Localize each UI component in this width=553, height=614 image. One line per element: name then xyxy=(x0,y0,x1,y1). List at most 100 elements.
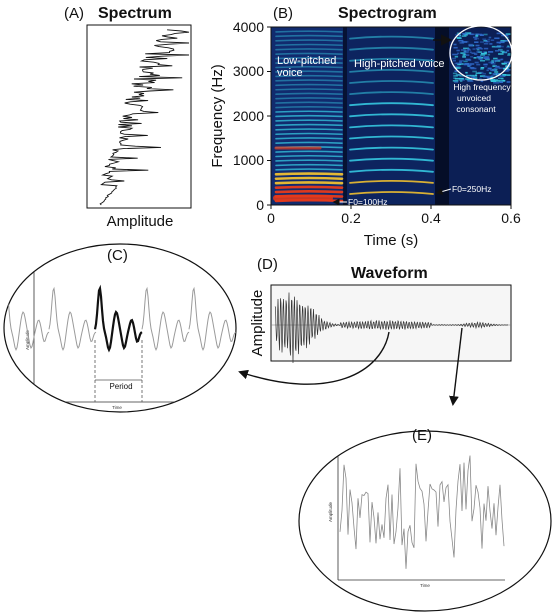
consonant-noise-cell xyxy=(452,53,458,56)
panel-c-trace xyxy=(4,284,236,353)
panel-e-zoom-consonant: (E) Amplitude Time xyxy=(298,427,552,612)
consonant-noise-cell xyxy=(463,47,469,50)
consonant-noise-cell xyxy=(499,75,506,77)
consonant-noise-cell xyxy=(488,51,494,53)
consonant-noise-cell xyxy=(495,45,501,48)
consonant-noise-cell xyxy=(476,56,482,58)
consonant-noise-cell xyxy=(479,41,484,43)
consonant-noise-cell xyxy=(452,59,456,62)
waveform-trace xyxy=(274,292,509,364)
consonant-noise-cell xyxy=(479,59,485,62)
spectrogram-harmonic xyxy=(349,102,434,107)
consonant-noise-cell xyxy=(493,78,498,81)
spectrogram-harmonic xyxy=(273,194,333,201)
spectrogram-harmonic xyxy=(349,180,434,184)
spectrogram-harmonic xyxy=(275,97,343,100)
consonant-noise-cell xyxy=(478,58,483,60)
spectrogram-harmonic xyxy=(275,43,343,47)
consonant-noise-cell xyxy=(471,76,476,79)
consonant-noise-cell xyxy=(472,70,477,73)
consonant-noise-cell xyxy=(495,80,500,82)
consonant-noise-cell xyxy=(459,59,464,62)
consonant-noise-cell xyxy=(490,80,497,82)
annotation-low-pitched-line1: Low-pitched xyxy=(277,55,336,67)
connector-arrow-to-e xyxy=(449,327,463,406)
consonant-noise-cell xyxy=(470,56,473,58)
consonant-noise-cell xyxy=(467,49,472,51)
consonant-noise-cell xyxy=(476,51,480,53)
consonant-noise-cell xyxy=(463,51,469,54)
spectrogram-harmonic xyxy=(275,110,343,113)
consonant-noise-cell xyxy=(506,81,511,83)
consonant-highlight-circle xyxy=(449,25,513,81)
spectrogram-harmonic xyxy=(275,154,343,158)
panel-c-xlabel: Time xyxy=(112,405,122,410)
consonant-noise-cell xyxy=(454,70,458,72)
panel-e-letter: (E) xyxy=(412,427,432,444)
consonant-noise-cell xyxy=(507,53,511,55)
consonant-noise-cell xyxy=(503,34,509,37)
consonant-noise-cell xyxy=(473,36,478,39)
consonant-noise-cell xyxy=(501,34,505,37)
spectrogram-harmonic xyxy=(274,172,344,176)
xtick-0-6: 0.6 xyxy=(501,210,521,226)
consonant-noise-cell xyxy=(452,80,459,82)
xtick-0: 0 xyxy=(267,210,275,226)
consonant-noise-cell xyxy=(461,35,467,37)
consonant-noise-cell xyxy=(453,46,458,49)
consonant-noise-cell xyxy=(490,62,493,65)
consonant-noise-cell xyxy=(489,72,492,75)
consonant-noise-cell xyxy=(507,54,511,56)
consonant-noise-cell xyxy=(504,39,510,42)
consonant-noise-cell xyxy=(472,48,476,50)
consonant-noise-cell xyxy=(486,69,489,72)
consonant-noise-cell xyxy=(463,63,469,66)
spectrogram-image xyxy=(271,27,511,205)
consonant-noise-cell xyxy=(483,47,489,50)
consonant-noise-cell xyxy=(469,67,475,69)
consonant-noise-cell xyxy=(506,69,511,71)
consonant-noise-cell xyxy=(477,47,482,49)
spectrogram-harmonic xyxy=(349,191,434,195)
consonant-noise-cell xyxy=(484,51,488,54)
consonant-noise-cell xyxy=(482,38,487,40)
consonant-noise-cell xyxy=(480,34,484,36)
spectrogram-harmonic xyxy=(275,123,343,127)
consonant-noise-cell xyxy=(464,34,468,36)
consonant-noise-cell xyxy=(480,52,487,55)
consonant-noise-cell xyxy=(472,77,478,79)
spectrogram-harmonic xyxy=(275,30,343,33)
consonant-noise-cell xyxy=(493,57,498,60)
consonant-noise-cell xyxy=(453,77,457,79)
consonant-noise-cell xyxy=(496,32,503,35)
consonant-noise-cell xyxy=(463,41,469,43)
panel-e-xlabel: Time xyxy=(420,583,430,588)
annotation-hf-line1: High frequency xyxy=(453,82,511,92)
consonant-noise-cell xyxy=(506,74,511,76)
spectrogram-harmonic xyxy=(275,83,343,87)
consonant-noise-cell xyxy=(483,39,487,42)
consonant-noise-cell xyxy=(475,37,479,40)
consonant-noise-cell xyxy=(453,43,457,46)
consonant-noise-cell xyxy=(480,48,483,50)
consonant-noise-cell xyxy=(466,79,473,81)
consonant-noise-cell xyxy=(462,56,466,58)
spectrum-trace xyxy=(99,29,190,206)
consonant-noise-cell xyxy=(488,36,492,39)
consonant-noise-cell xyxy=(459,77,464,80)
spectrogram-harmonic xyxy=(275,48,343,51)
consonant-noise-cell xyxy=(506,46,511,49)
annotation-high-pitched: High-pitched voice xyxy=(354,58,445,70)
consonant-noise-cell xyxy=(462,33,466,35)
panel-a-title: Spectrum xyxy=(98,5,172,22)
consonant-noise-cell xyxy=(484,75,488,78)
consonant-noise-cell xyxy=(476,63,481,66)
consonant-noise-cell xyxy=(498,53,504,55)
consonant-noise-cell xyxy=(487,53,491,56)
spectrogram-harmonic xyxy=(275,88,343,91)
spectrogram-harmonic xyxy=(275,74,343,78)
panel-c-gray-period xyxy=(141,286,190,352)
consonant-noise-cell xyxy=(459,42,465,44)
consonant-noise-cell xyxy=(494,37,500,40)
consonant-noise-cell xyxy=(459,75,465,77)
